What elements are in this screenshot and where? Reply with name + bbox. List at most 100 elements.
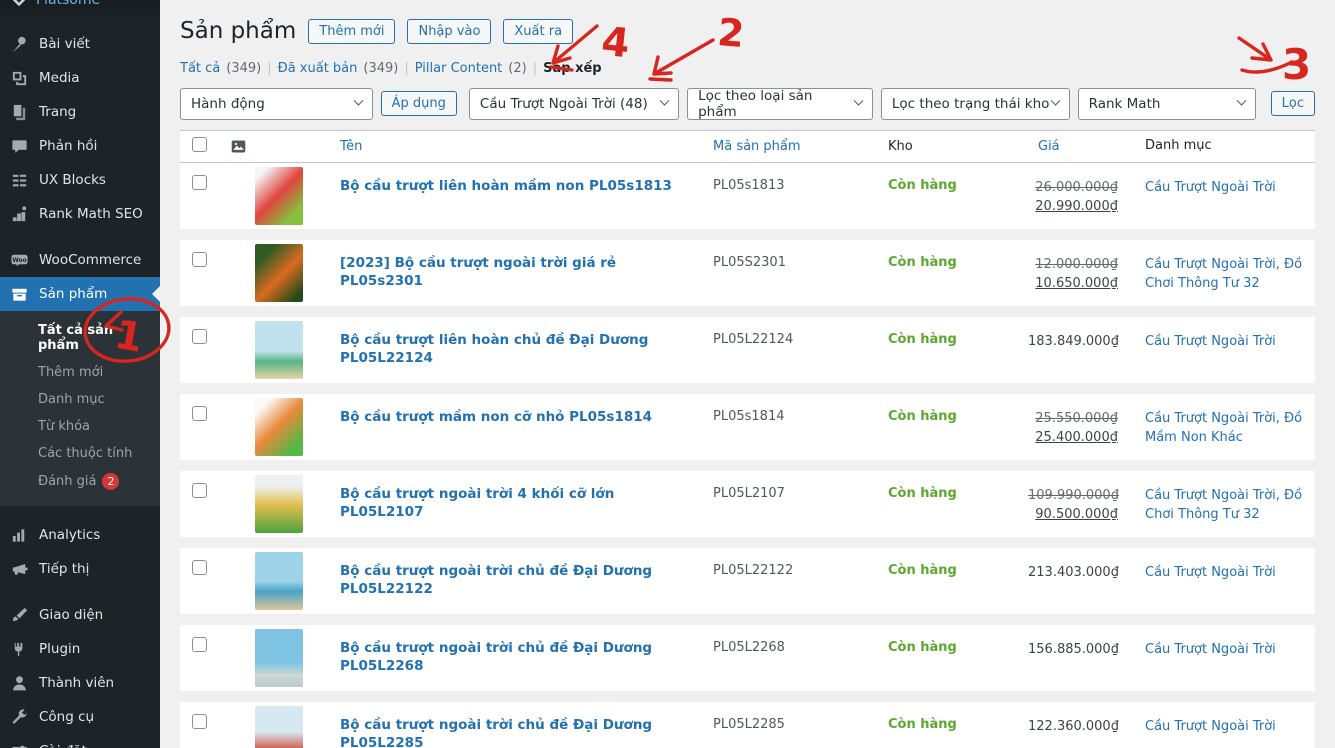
product-name-link[interactable]: Bộ cầu trượt ngoài trời 4 khối cỡ lớn PL… (340, 485, 615, 520)
view-pillar-content-link[interactable]: Pillar Content (414, 60, 503, 76)
sidebar-item-analytics[interactable]: Analytics (0, 518, 160, 552)
woocommerce-icon: Woo (11, 254, 28, 266)
rank-math-filter-select[interactable]: Rank Math (1077, 87, 1256, 120)
row-checkbox[interactable] (192, 713, 207, 729)
row-checkbox[interactable] (192, 405, 207, 421)
view-published-link[interactable]: Đã xuất bản (277, 60, 358, 76)
sidebar-item-tools[interactable]: Công cụ (0, 700, 160, 734)
stock-status-filter-select[interactable]: Lọc theo trạng thái kho (880, 87, 1070, 120)
product-category-link[interactable]: Cầu Trượt Ngoài Trời, Đồ Chơi Thông Tư 3… (1145, 487, 1303, 523)
product-category-link[interactable]: Cầu Trượt Ngoài Trời (1145, 179, 1276, 195)
view-sorting-link[interactable]: Sắp xếp (543, 60, 602, 76)
bulk-action-select[interactable]: Hành động (180, 87, 373, 120)
sidebar-item-products[interactable]: Sản phẩm (0, 277, 160, 311)
chevron-down-icon (1236, 95, 1247, 106)
product-sku: PL05S2301 (713, 254, 786, 270)
wrench-icon (12, 708, 27, 724)
product-name-link[interactable]: Bộ cầu trượt mầm non cỡ nhỏ PL05s1814 (340, 408, 653, 425)
product-thumbnail[interactable] (255, 320, 303, 379)
select-all-checkbox[interactable] (192, 136, 207, 152)
admin-sidebar: Flatsome Bài viết Media Trang Phản hồi U… (0, 0, 160, 748)
sidebar-item-media[interactable]: Media (0, 61, 160, 95)
product-name-link[interactable]: Bộ cầu trượt liên hoàn chủ đề Đại Dương … (340, 331, 649, 366)
row-checkbox[interactable] (192, 636, 207, 652)
product-thumbnail[interactable] (255, 628, 303, 687)
sidebar-item-label: Media (39, 70, 80, 86)
views-separator: | (404, 60, 409, 76)
sidebar-item-marketing[interactable]: Tiếp thị (0, 552, 160, 586)
product-thumbnail[interactable] (255, 243, 303, 302)
filter-button[interactable]: Lọc (1270, 91, 1315, 117)
column-header-name[interactable]: Tên (340, 138, 363, 154)
column-header-price[interactable]: Giá (1038, 138, 1060, 154)
product-sku: PL05L2107 (713, 485, 785, 501)
old-price: 12.000.000₫ (1035, 256, 1118, 272)
view-published-count: (349) (363, 60, 399, 76)
table-row: Bộ cầu trượt liên hoàn chủ đề Đại Dương … (180, 316, 1315, 383)
row-checkbox[interactable] (192, 482, 207, 498)
apply-button[interactable]: Áp dụng (380, 91, 457, 117)
sidebar-item-pages[interactable]: Trang (0, 95, 160, 129)
view-all-link[interactable]: Tất cả (180, 60, 221, 76)
sidebar-item-attributes[interactable]: Các thuộc tính (38, 446, 133, 461)
add-new-button[interactable]: Thêm mới (308, 19, 396, 45)
sidebar-item-label: Sản phẩm (39, 286, 108, 302)
sidebar-item-categories[interactable]: Danh mục (38, 392, 105, 407)
sidebar-item-posts[interactable]: Bài viết (0, 27, 160, 61)
product-price: 213.403.000₫ (1028, 548, 1128, 583)
row-checkbox[interactable] (192, 559, 207, 575)
row-checkbox[interactable] (192, 174, 207, 190)
import-button[interactable]: Nhập vào (407, 19, 492, 45)
product-category-link[interactable]: Cầu Trượt Ngoài Trời (1145, 564, 1276, 580)
product-thumbnail[interactable] (255, 166, 303, 225)
sidebar-item-flatsome[interactable]: Flatsome (0, 0, 160, 15)
menu-separator (0, 506, 160, 518)
category-filter-select[interactable]: Cầu Trượt Ngoài Trời (48) (468, 87, 680, 120)
product-name-link[interactable]: Bộ cầu trượt liên hoàn mầm non PL05s1813 (340, 177, 672, 194)
comment-bubble-icon (12, 139, 27, 153)
product-thumbnail[interactable] (255, 397, 303, 456)
woo-icon-text: Woo (12, 258, 26, 264)
sidebar-item-reviews[interactable]: Đánh giá 2 (0, 467, 160, 496)
sidebar-item-woocommerce[interactable]: Woo WooCommerce (0, 243, 160, 277)
sidebar-item-label: Trang (39, 104, 77, 120)
product-name-link[interactable]: [2023] Bộ cầu trượt ngoài trời giá rẻ PL… (340, 254, 617, 289)
column-header-sku[interactable]: Mã sản phẩm (713, 138, 801, 154)
export-button[interactable]: Xuất ra (503, 19, 574, 45)
product-thumbnail[interactable] (255, 474, 303, 533)
product-category-link[interactable]: Cầu Trượt Ngoài Trời (1145, 333, 1276, 349)
sidebar-item-add-new[interactable]: Thêm mới (38, 365, 104, 380)
product-category-link[interactable]: Cầu Trượt Ngoài Trời (1145, 641, 1276, 657)
product-category-link[interactable]: Cầu Trượt Ngoài Trời (1145, 718, 1276, 734)
sidebar-item-label: Analytics (39, 527, 101, 543)
sidebar-item-rank-math-seo[interactable]: Rank Math SEO (0, 197, 160, 231)
product-thumbnail[interactable] (255, 705, 303, 748)
product-category-link[interactable]: Cầu Trượt Ngoài Trời, Đồ Chơi Thông Tư 3… (1145, 256, 1303, 292)
sidebar-item-plugins[interactable]: Plugin (0, 632, 160, 666)
row-checkbox[interactable] (192, 251, 207, 267)
sidebar-item-appearance[interactable]: Giao diện (0, 598, 160, 632)
sidebar-item-tags[interactable]: Từ khóa (38, 419, 90, 434)
product-thumbnail[interactable] (255, 551, 303, 610)
product-sku: PL05s1814 (713, 408, 785, 424)
sidebar-item-users[interactable]: Thành viên (0, 666, 160, 700)
product-type-filter-select[interactable]: Lọc theo loại sản phẩm (687, 87, 873, 120)
product-name-link[interactable]: Bộ cầu trượt ngoài trời chủ đề Đại Dương… (340, 716, 653, 748)
sidebar-item-ux-blocks[interactable]: UX Blocks (0, 163, 160, 197)
stock-status: Còn hàng (888, 408, 957, 424)
stock-status: Còn hàng (888, 177, 957, 193)
sidebar-item-label: Phản hồi (39, 138, 98, 154)
sidebar-item-label: UX Blocks (39, 172, 106, 188)
product-name-link[interactable]: Bộ cầu trượt ngoài trời chủ đề Đại Dương… (340, 639, 653, 674)
stock-status: Còn hàng (888, 485, 957, 501)
sidebar-item-all-products[interactable]: Tất cả sản phẩm (38, 323, 114, 353)
view-filter-links: Tất cả (349) | Đã xuất bản (349) | Pillar … (180, 61, 1315, 76)
product-sku: PL05L2268 (713, 639, 785, 655)
sidebar-item-comments[interactable]: Phản hồi (0, 129, 160, 163)
product-category-link[interactable]: Cầu Trượt Ngoài Trời, Đồ Mầm Non Khác (1145, 410, 1303, 446)
ux-blocks-icon (12, 174, 27, 186)
row-checkbox[interactable] (192, 328, 207, 344)
product-name-link[interactable]: Bộ cầu trượt ngoài trời chủ đề Đại Dương… (340, 562, 653, 597)
sidebar-item-settings[interactable]: Cài đặt (0, 734, 160, 748)
old-price: 109.990.000₫ (1028, 487, 1119, 503)
